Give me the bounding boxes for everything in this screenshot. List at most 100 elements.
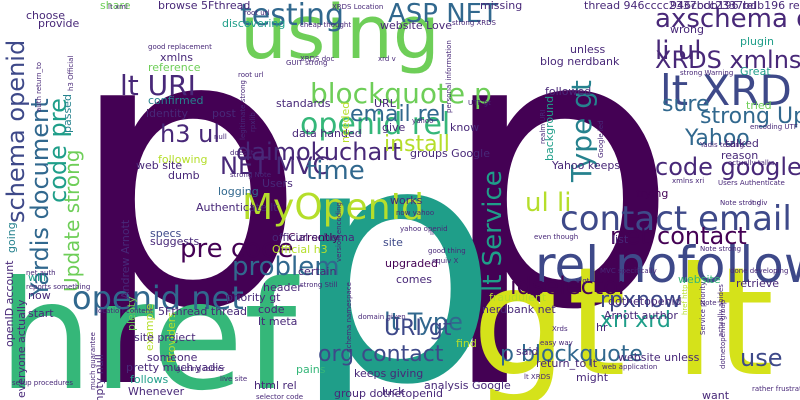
cloud-word: official schema [272,231,355,244]
cloud-word: much guarantee [89,332,97,390]
cloud-word: xmlns xri [672,177,705,185]
cloud-word: header [263,281,302,294]
cloud-word: Note strong [720,199,762,207]
cloud-word: setup procedures [12,379,73,387]
cloud-word: Update strong [60,149,84,292]
cloud-word: want [702,389,730,400]
cloud-word: now [28,289,51,302]
cloud-word: root url [238,71,264,79]
cloud-word: easy way [540,339,573,347]
cloud-word: following [158,153,208,166]
cloud-word: luck [382,385,405,398]
cloud-word: selector code [256,393,304,400]
cloud-word: href http [681,284,689,315]
cloud-word: p [438,0,680,393]
cloud-word: gt lt [472,236,775,400]
cloud-word: blog nerdbank [540,55,620,68]
cloud-word: group dotnetopenid [334,387,444,400]
cloud-word: done developing [730,267,789,275]
cloud-word: XRDS Location [332,3,384,11]
cloud-word: openID account [3,260,16,348]
cloud-word: someone [147,351,198,364]
cloud-word: suggests [150,235,200,248]
cloud-word: NET MVC [220,152,330,180]
cloud-word: MVC specifically [600,267,657,275]
cloud-word: 946cccc2337bdb196 rel [670,0,800,12]
cloud-word: provide [38,17,80,30]
cloud-word: URL [374,97,396,110]
cloud-word: XRDS xmlns [655,46,800,74]
cloud-word: even though [534,233,579,241]
cloud-word: null [214,133,227,141]
cloud-word: web application [602,363,658,371]
cloud-word: hr [596,321,608,334]
cloud-word: MyOpenId [242,187,424,228]
cloud-word: net auth [26,269,56,277]
cloud-word: share [100,0,131,12]
cloud-word: blockquote p [310,77,492,110]
cloud-word: rpxlib [249,112,257,132]
cloud-word: li [430,229,434,237]
cloud-word: schema namespace [345,282,353,352]
cloud-word: web site [136,159,183,172]
cloud-word: pains [296,363,326,376]
cloud-word: list [612,233,629,246]
cloud-word: XRDS doc [300,55,335,63]
cloud-word: schema openid [2,39,30,223]
cloud-word: upgraded [385,257,438,270]
cloud-word: start [28,307,54,320]
cloud-word: Official h3 [272,243,328,256]
cloud-word: Note strong [700,245,742,253]
cloud-word: href [0,250,297,400]
cloud-word: know [450,121,480,134]
cloud-word: time [306,156,365,186]
cloud-word: pretty much [126,361,194,374]
cloud-word: lt URI [120,69,196,102]
cloud-word: lt xml [108,3,128,11]
cloud-word: Arnott author [604,309,678,322]
cloud-word: Yadis testing [700,141,745,149]
cloud-word: lt XRDS [524,373,551,381]
cloud-word: post [212,107,236,120]
cloud-word: identity [146,107,188,120]
cloud-word: dumb [168,169,200,182]
cloud-word: priority gt [226,291,281,304]
cloud-word: openid rel [300,107,451,142]
cloud-word: actually talks [728,159,775,167]
cloud-word: said [516,345,539,358]
cloud-word: code [258,303,285,316]
cloud-word: net contact [610,222,747,250]
cloud-word: lt XRD [660,66,792,115]
cloud-word: Xrds [552,325,568,333]
cloud-word: specs [150,227,182,240]
cloud-word: dotnetopenid [608,295,682,308]
cloud-word: problem [232,252,340,282]
cloud-word: data handed [292,127,362,140]
cloud-word: logging [218,185,259,198]
cloud-word: xri xrd [600,308,671,333]
cloud-word: standards [276,97,331,110]
cloud-word: location content [96,307,153,315]
cloud-word: certain [298,265,337,278]
cloud-word: encoding UTF [750,123,798,131]
cloud-word: equiv X [432,257,459,265]
cloud-word: confirmed [148,94,204,107]
cloud-word: reports something [26,283,91,291]
cloud-word: lt div [750,199,768,207]
cloud-word: sure [662,92,710,117]
cloud-word: tried [746,99,772,112]
cloud-word: ASP NET [388,0,498,29]
cloud-word: site [383,236,403,249]
cloud-word: fraudulent [489,291,547,304]
cloud-word: will [28,271,47,284]
cloud-word: might [576,371,609,384]
cloud-word: talked [725,137,759,150]
cloud-word: keeps giving [354,367,424,380]
cloud-word: needed [339,101,352,143]
cloud-word: site project [134,331,196,344]
cloud-word: website unless [618,351,700,364]
cloud-word: org contact [318,342,444,367]
cloud-word: Great [740,65,771,78]
cloud-word: html rel [254,379,297,392]
cloud-word: wrong [670,23,704,36]
